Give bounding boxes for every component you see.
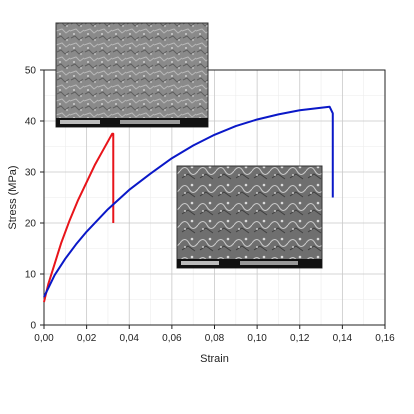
x-tick-label: 0,16 — [375, 333, 395, 344]
sem-inset-upper-left — [55, 22, 209, 128]
x-tick-label: 0,04 — [120, 333, 140, 344]
x-tick-label: 0,06 — [162, 333, 182, 344]
x-tick-label: 0,14 — [333, 333, 353, 344]
x-tick-label: 0,12 — [290, 333, 310, 344]
x-tick-label: 0,08 — [205, 333, 225, 344]
y-axis-title: Stress (MPa) — [7, 165, 19, 229]
axes: 0,00 0,02 0,04 0,06 0,08 0,10 0,12 0,14 0,16 0 10 2… — [25, 66, 395, 345]
y-tick-label: 0 — [30, 321, 36, 332]
x-tick-label: 0,10 — [247, 333, 267, 344]
y-tick-label: 20 — [25, 219, 37, 230]
y-tick-label: 50 — [25, 66, 37, 77]
x-axis-title: Strain — [200, 353, 229, 365]
series-layer — [43, 105, 334, 303]
series-line-1 — [43, 132, 115, 303]
y-tick-label: 40 — [25, 117, 37, 128]
sem-inset-center-right — [176, 165, 323, 269]
series-line-2 — [43, 105, 334, 298]
x-tick-label: 0,00 — [34, 333, 54, 344]
y-tick-label: 10 — [25, 270, 37, 281]
x-tick-label: 0,02 — [77, 333, 97, 344]
y-tick-label: 30 — [25, 168, 37, 179]
